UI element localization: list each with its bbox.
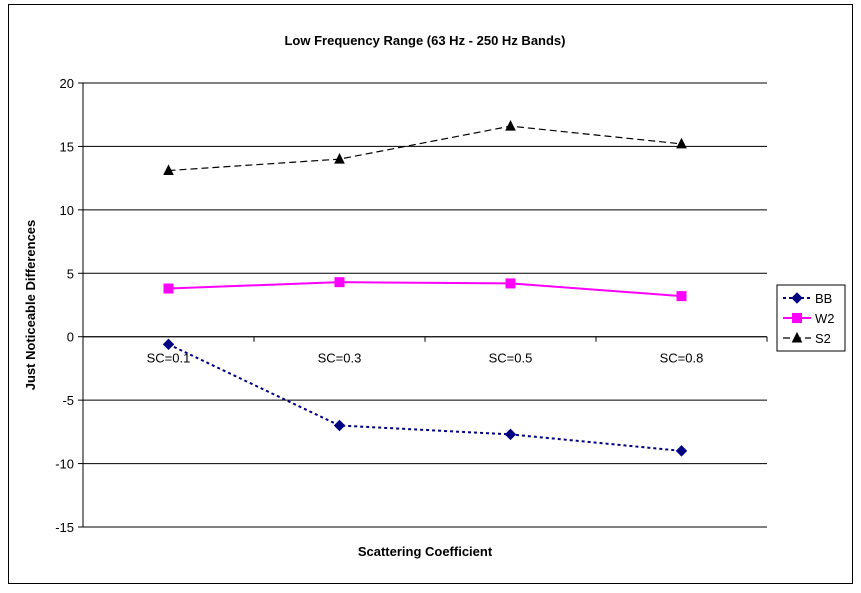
series-w2 xyxy=(163,277,687,302)
y-tick-label: 10 xyxy=(60,203,74,218)
series-line-bb xyxy=(168,343,682,452)
axes xyxy=(78,82,768,528)
data-point-w2 xyxy=(334,277,345,288)
legend-marker xyxy=(791,292,803,304)
y-tick-label: -10 xyxy=(55,457,74,472)
y-tick-label: 5 xyxy=(67,266,74,281)
chart-frame xyxy=(8,4,853,584)
y-tick-label: -5 xyxy=(62,393,74,408)
legend-item-s2: S2 xyxy=(783,331,831,346)
legend-item-bb: BB xyxy=(783,291,832,306)
x-tick-label: SC=0.8 xyxy=(660,351,704,366)
chart-title: Low Frequency Range (63 Hz - 250 Hz Band… xyxy=(284,33,565,48)
x-tick-label: SC=0.3 xyxy=(318,351,362,366)
series-s2 xyxy=(163,120,687,176)
legend-marker xyxy=(792,313,802,323)
data-point-bb xyxy=(162,338,175,351)
y-tick-label: -15 xyxy=(55,520,74,535)
y-tick-label: 15 xyxy=(60,139,74,154)
data-point-bb xyxy=(675,445,688,457)
series-bb xyxy=(162,338,688,457)
data-point-w2 xyxy=(676,291,687,302)
legend-label: W2 xyxy=(815,311,835,326)
x-axis-label: Scattering Coefficient xyxy=(358,544,493,559)
data-point-s2 xyxy=(334,152,345,164)
series-line-s2 xyxy=(168,125,682,172)
tick-labels: -15 -10 -5 0 5 10 15 20 SC=0.1 SC=0.3 SC=0.5 SC=0.8 xyxy=(55,76,703,535)
legend-label: S2 xyxy=(815,331,831,346)
y-axis-label: Just Noticeable Differences xyxy=(23,220,38,391)
data-point-w2 xyxy=(163,283,174,294)
data-point-s2 xyxy=(163,164,174,176)
data-point-s2 xyxy=(505,120,516,131)
data-point-w2 xyxy=(505,278,516,289)
series-line-w2 xyxy=(168,281,682,298)
legend: BB W2 S2 xyxy=(776,284,846,352)
legend-item-w2: W2 xyxy=(783,311,835,326)
series-layer xyxy=(162,120,688,457)
x-tick-label: SC=0.1 xyxy=(147,351,191,366)
legend-marker xyxy=(791,331,803,343)
data-point-s2 xyxy=(676,137,687,149)
grid-lines xyxy=(83,82,767,465)
data-point-bb xyxy=(504,428,517,441)
x-tick-label: SC=0.5 xyxy=(489,351,533,366)
y-tick-label: 0 xyxy=(67,330,74,345)
y-tick-label: 20 xyxy=(60,76,74,91)
data-point-bb xyxy=(333,419,346,432)
legend-label: BB xyxy=(815,291,832,306)
